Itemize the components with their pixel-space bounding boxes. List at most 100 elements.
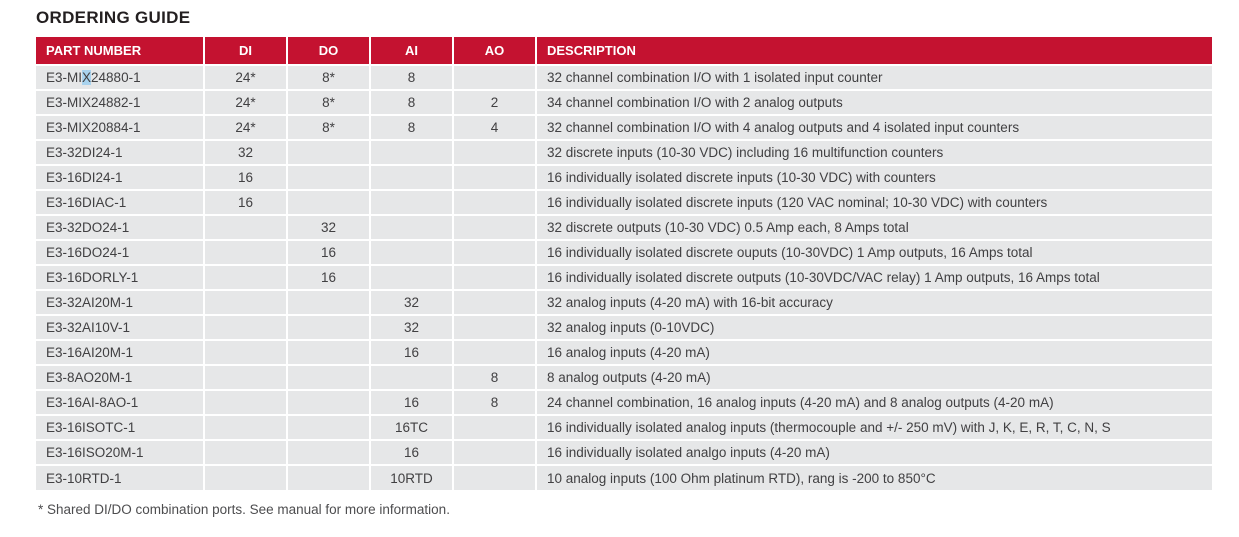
cell-ao (452, 289, 537, 316)
cell-ai: 10RTD (369, 464, 454, 490)
cell-ai: 16TC (369, 414, 454, 441)
cell-ao (452, 139, 537, 166)
table-row: E3-16AI-8AO-1 16 8 24 channel combination, … (36, 389, 1212, 416)
cell-di: 24* (203, 89, 288, 116)
cell-di: 16 (203, 189, 288, 216)
cell-di (203, 414, 288, 441)
cell-part: E3-16DORLY-1 (36, 264, 205, 291)
cell-do (286, 314, 371, 341)
table-row: E3-32DO24-1 32 32 discrete outputs (10-30 … (36, 214, 1212, 241)
table-row: E3-16DORLY-1 16 16 individually isolated d… (36, 264, 1212, 291)
cell-desc: 16 individually isolated analog inputs (… (535, 414, 1212, 441)
cell-di (203, 464, 288, 490)
table-row: E3-16ISO20M-1 16 16 individually isolated … (36, 439, 1212, 466)
cell-part: E3-32DI24-1 (36, 139, 205, 166)
cell-do (286, 364, 371, 391)
cell-ai (369, 139, 454, 166)
header-cell-di: DI (203, 37, 288, 66)
text-selection-highlight: X (82, 70, 92, 85)
table-row: E3-MIX20884-1 24* 8* 8 4 32 channel combinati… (36, 114, 1212, 141)
cell-di: 16 (203, 164, 288, 191)
cell-do (286, 164, 371, 191)
cell-ao (452, 64, 537, 91)
cell-ao (452, 164, 537, 191)
cell-desc: 34 channel combination I/O with 2 analog… (535, 89, 1212, 116)
cell-desc: 16 individually isolated discrete ouputs… (535, 239, 1212, 266)
cell-part: E3-10RTD-1 (36, 464, 205, 490)
cell-part: E3-16ISOTC-1 (36, 414, 205, 441)
table-body: E3-MIX24880-1 24* 8* 8 32 channel combinatio… (36, 64, 1212, 490)
header-cell-desc: DESCRIPTION (535, 37, 1212, 66)
cell-di (203, 214, 288, 241)
cell-desc: 16 individually isolated analgo inputs (… (535, 439, 1212, 466)
cell-ao (452, 264, 537, 291)
cell-desc: 32 channel combination I/O with 1 isolat… (535, 64, 1212, 91)
cell-ao: 8 (452, 389, 537, 416)
table-row: E3-16AI20M-1 16 16 analog inputs (4-20 mA) (36, 339, 1212, 366)
cell-ai (369, 214, 454, 241)
cell-desc: 16 individually isolated discrete inputs… (535, 164, 1212, 191)
cell-do (286, 464, 371, 490)
cell-ao: 4 (452, 114, 537, 141)
cell-part: E3-16ISO20M-1 (36, 439, 205, 466)
cell-ao: 2 (452, 89, 537, 116)
part-text-before-selection: E3-MI (46, 70, 83, 85)
cell-do: 8* (286, 114, 371, 141)
cell-desc: 16 individually isolated discrete output… (535, 264, 1212, 291)
cell-desc: 16 analog inputs (4-20 mA) (535, 339, 1212, 366)
header-cell-part: PART NUMBER (36, 37, 205, 66)
table-row: E3-16DI24-1 16 16 individually isolated di… (36, 164, 1212, 191)
table-row: E3-16DO24-1 16 16 individually isolated di… (36, 239, 1212, 266)
cell-do (286, 289, 371, 316)
table-row: E3-32DI24-1 32 32 discrete inputs (10-30 V… (36, 139, 1212, 166)
table-row: E3-32AI10V-1 32 32 analog inputs (0-10VDC) (36, 314, 1212, 341)
table-head: PART NUMBER DI DO AI AO DESCRIPTION (36, 37, 1212, 66)
cell-part: E3-16AI20M-1 (36, 339, 205, 366)
cell-desc: 32 channel combination I/O with 4 analog… (535, 114, 1212, 141)
cell-ao (452, 239, 537, 266)
cell-do (286, 139, 371, 166)
cell-part: E3-MIX24882-1 (36, 89, 205, 116)
cell-ao (452, 339, 537, 366)
ordering-guide-page: ORDERING GUIDE PART NUMBER DI DO AI AO DESCRI… (36, 8, 1212, 517)
cell-ai (369, 239, 454, 266)
cell-part: E3-16AI-8AO-1 (36, 389, 205, 416)
cell-di: 24* (203, 114, 288, 141)
cell-do: 16 (286, 264, 371, 291)
header-cell-do: DO (286, 37, 371, 66)
cell-ai: 16 (369, 339, 454, 366)
cell-do (286, 439, 371, 466)
table-header-row: PART NUMBER DI DO AI AO DESCRIPTION (36, 37, 1212, 66)
header-cell-ai: AI (369, 37, 454, 66)
cell-part: E3-MIX24880-1 (36, 64, 205, 91)
cell-desc: 32 analog inputs (0-10VDC) (535, 314, 1212, 341)
part-text-after-selection: 24880-1 (91, 70, 141, 85)
cell-di: 24* (203, 64, 288, 91)
cell-ai (369, 364, 454, 391)
cell-ai: 16 (369, 439, 454, 466)
cell-di (203, 439, 288, 466)
cell-desc: 32 discrete inputs (10-30 VDC) including… (535, 139, 1212, 166)
cell-di (203, 389, 288, 416)
cell-do: 16 (286, 239, 371, 266)
footnote: * Shared DI/DO combination ports. See ma… (38, 502, 450, 517)
cell-ai: 8 (369, 89, 454, 116)
cell-ai: 16 (369, 389, 454, 416)
cell-ao (452, 439, 537, 466)
cell-ai (369, 164, 454, 191)
cell-desc: 32 analog inputs (4-20 mA) with 16-bit a… (535, 289, 1212, 316)
cell-ai: 32 (369, 289, 454, 316)
cell-do: 8* (286, 89, 371, 116)
table-row: E3-MIX24880-1 24* 8* 8 32 channel combinatio… (36, 64, 1212, 91)
cell-ai (369, 189, 454, 216)
table-row: E3-MIX24882-1 24* 8* 8 2 34 channel combinati… (36, 89, 1212, 116)
cell-desc: 8 analog outputs (4-20 mA) (535, 364, 1212, 391)
cell-desc: 32 discrete outputs (10-30 VDC) 0.5 Amp … (535, 214, 1212, 241)
cell-do (286, 189, 371, 216)
cell-ao: 8 (452, 364, 537, 391)
cell-desc: 10 analog inputs (100 Ohm platinum RTD),… (535, 464, 1212, 490)
page-title: ORDERING GUIDE (36, 8, 191, 27)
cell-ai: 32 (369, 314, 454, 341)
cell-part: E3-16DO24-1 (36, 239, 205, 266)
cell-di (203, 314, 288, 341)
